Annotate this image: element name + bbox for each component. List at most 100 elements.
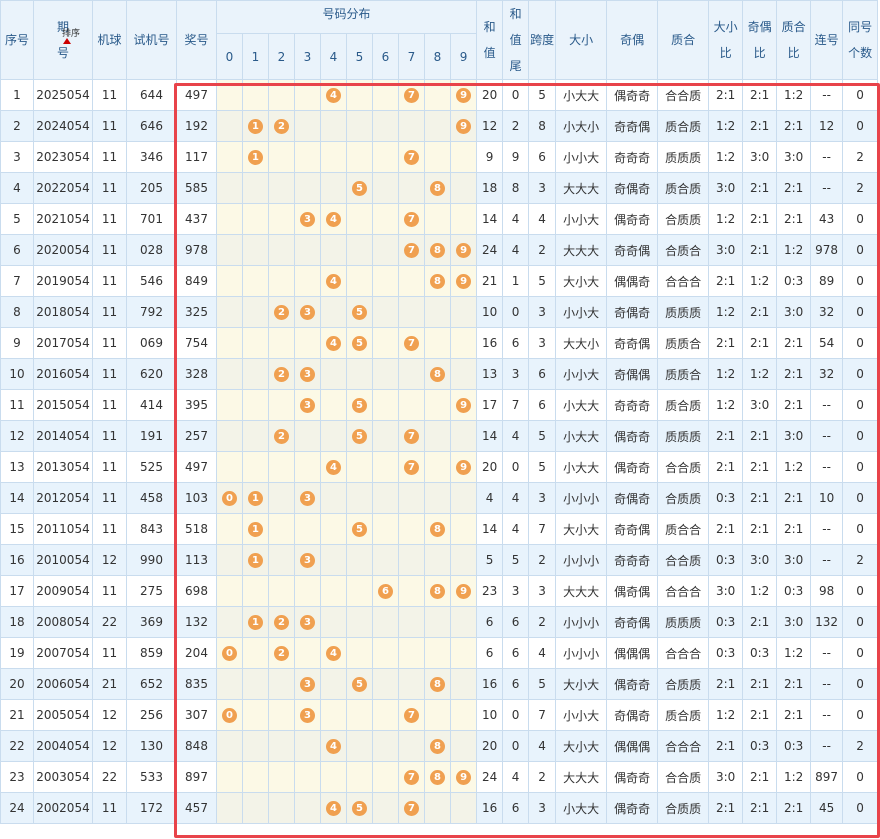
- cell: 0: [502, 296, 530, 328]
- cell: 8: [502, 172, 530, 204]
- sort-arrow[interactable]: [63, 38, 71, 44]
- cell: 合合质: [657, 544, 710, 576]
- cell: 11: [92, 358, 127, 390]
- digit-cell: [320, 575, 347, 607]
- cell: 11: [92, 110, 127, 142]
- digit-cell: 4: [320, 792, 347, 824]
- number-ball: 7: [404, 336, 419, 351]
- digit-cell: [424, 420, 451, 452]
- cell: 10: [476, 699, 504, 731]
- digit-cell: [424, 79, 451, 111]
- number-ball: 3: [300, 553, 315, 568]
- digit-cell: [449, 792, 478, 824]
- header-cell: 同号个数: [842, 0, 879, 80]
- number-ball: 9: [456, 243, 472, 258]
- cell: 11: [92, 234, 127, 266]
- digit-cell: [372, 513, 399, 545]
- number-ball: 2: [274, 367, 289, 382]
- digit-cell: 9: [449, 575, 478, 607]
- cell: 1:2: [776, 761, 812, 793]
- cell: 897: [176, 761, 217, 793]
- digit-cell: 1: [242, 513, 269, 545]
- digit-cell: 8: [424, 730, 451, 762]
- cell: 0: [842, 513, 879, 545]
- digit-cell: [424, 792, 451, 824]
- digit-cell: [216, 79, 243, 111]
- number-ball: 5: [352, 429, 367, 444]
- cell: 1:2: [742, 575, 778, 607]
- cell: 11: [92, 420, 127, 452]
- cell: 2012054: [33, 482, 93, 514]
- digit-cell: [346, 730, 373, 762]
- cell: 32: [810, 296, 844, 328]
- cell: 2:1: [708, 79, 744, 111]
- digit-cell: 3: [294, 203, 321, 235]
- cell: 偶奇奇: [606, 668, 659, 700]
- digit-cell: [242, 761, 269, 793]
- cell: 2: [0, 110, 34, 142]
- cell: --: [810, 699, 844, 731]
- digit-cell: [372, 637, 399, 669]
- cell: 3:0: [708, 575, 744, 607]
- digit-cell: [372, 327, 399, 359]
- header-cell[interactable]: 期号: [33, 0, 93, 80]
- cell: 1:2: [742, 265, 778, 297]
- digit-cell: 9: [449, 451, 478, 483]
- digit-cell: [372, 451, 399, 483]
- cell: 257: [176, 420, 217, 452]
- cell: 5: [528, 420, 557, 452]
- digit-cell: [424, 296, 451, 328]
- cell: 1:2: [708, 358, 744, 390]
- cell: 1:2: [708, 699, 744, 731]
- number-ball: 8: [430, 770, 445, 785]
- digit-cell: [320, 544, 347, 576]
- digit-cell: [372, 234, 399, 266]
- cell: 20: [476, 730, 504, 762]
- number-ball: 7: [404, 708, 419, 723]
- digit-cell: [294, 79, 321, 111]
- cell: 4: [502, 482, 530, 514]
- digit-cell: 3: [294, 358, 321, 390]
- digit-cell: [242, 420, 269, 452]
- digit-cell: [320, 761, 347, 793]
- cell: 646: [126, 110, 177, 142]
- cell: 2: [842, 730, 879, 762]
- header-cell: 机球: [92, 0, 127, 80]
- cell: 6: [502, 327, 530, 359]
- number-ball: 7: [404, 429, 419, 444]
- digit-cell: [242, 358, 269, 390]
- cell: 0:3: [776, 265, 812, 297]
- cell: 13: [476, 358, 504, 390]
- cell: 奇奇奇: [606, 544, 659, 576]
- cell: 合合合: [657, 575, 710, 607]
- number-ball: 3: [300, 212, 315, 227]
- number-ball: 7: [404, 460, 419, 475]
- number-ball: 9: [456, 770, 472, 785]
- cell: 奇奇奇: [606, 389, 659, 421]
- cell: 10: [810, 482, 844, 514]
- cell: 2011054: [33, 513, 93, 545]
- digit-cell: [424, 141, 451, 173]
- sort-label[interactable]: 排序: [62, 29, 81, 39]
- header-cell: 试机号: [126, 0, 177, 80]
- cell: 2:1: [776, 699, 812, 731]
- digit-cell: 9: [449, 389, 478, 421]
- number-ball: 0: [222, 491, 237, 506]
- cell: 2:1: [776, 513, 812, 545]
- cell: --: [810, 668, 844, 700]
- cell: 奇奇奇: [606, 141, 659, 173]
- cell: 7: [528, 699, 557, 731]
- cell: 合合合: [657, 730, 710, 762]
- cell: 2007054: [33, 637, 93, 669]
- cell: 23: [0, 761, 34, 793]
- cell: 23: [476, 575, 504, 607]
- cell: 8: [0, 296, 34, 328]
- cell: 17: [0, 575, 34, 607]
- digit-header: 6: [372, 33, 399, 80]
- cell: 6: [502, 792, 530, 824]
- number-ball: 4: [326, 646, 341, 661]
- row: 12 2014054 11 191 257 2 5 7 14 4 5 小大大 偶奇奇 质质质 2:1 2:1 3…: [0, 420, 879, 452]
- digit-header: 4: [320, 33, 347, 80]
- cell: 103: [176, 482, 217, 514]
- number-ball: 8: [430, 677, 445, 692]
